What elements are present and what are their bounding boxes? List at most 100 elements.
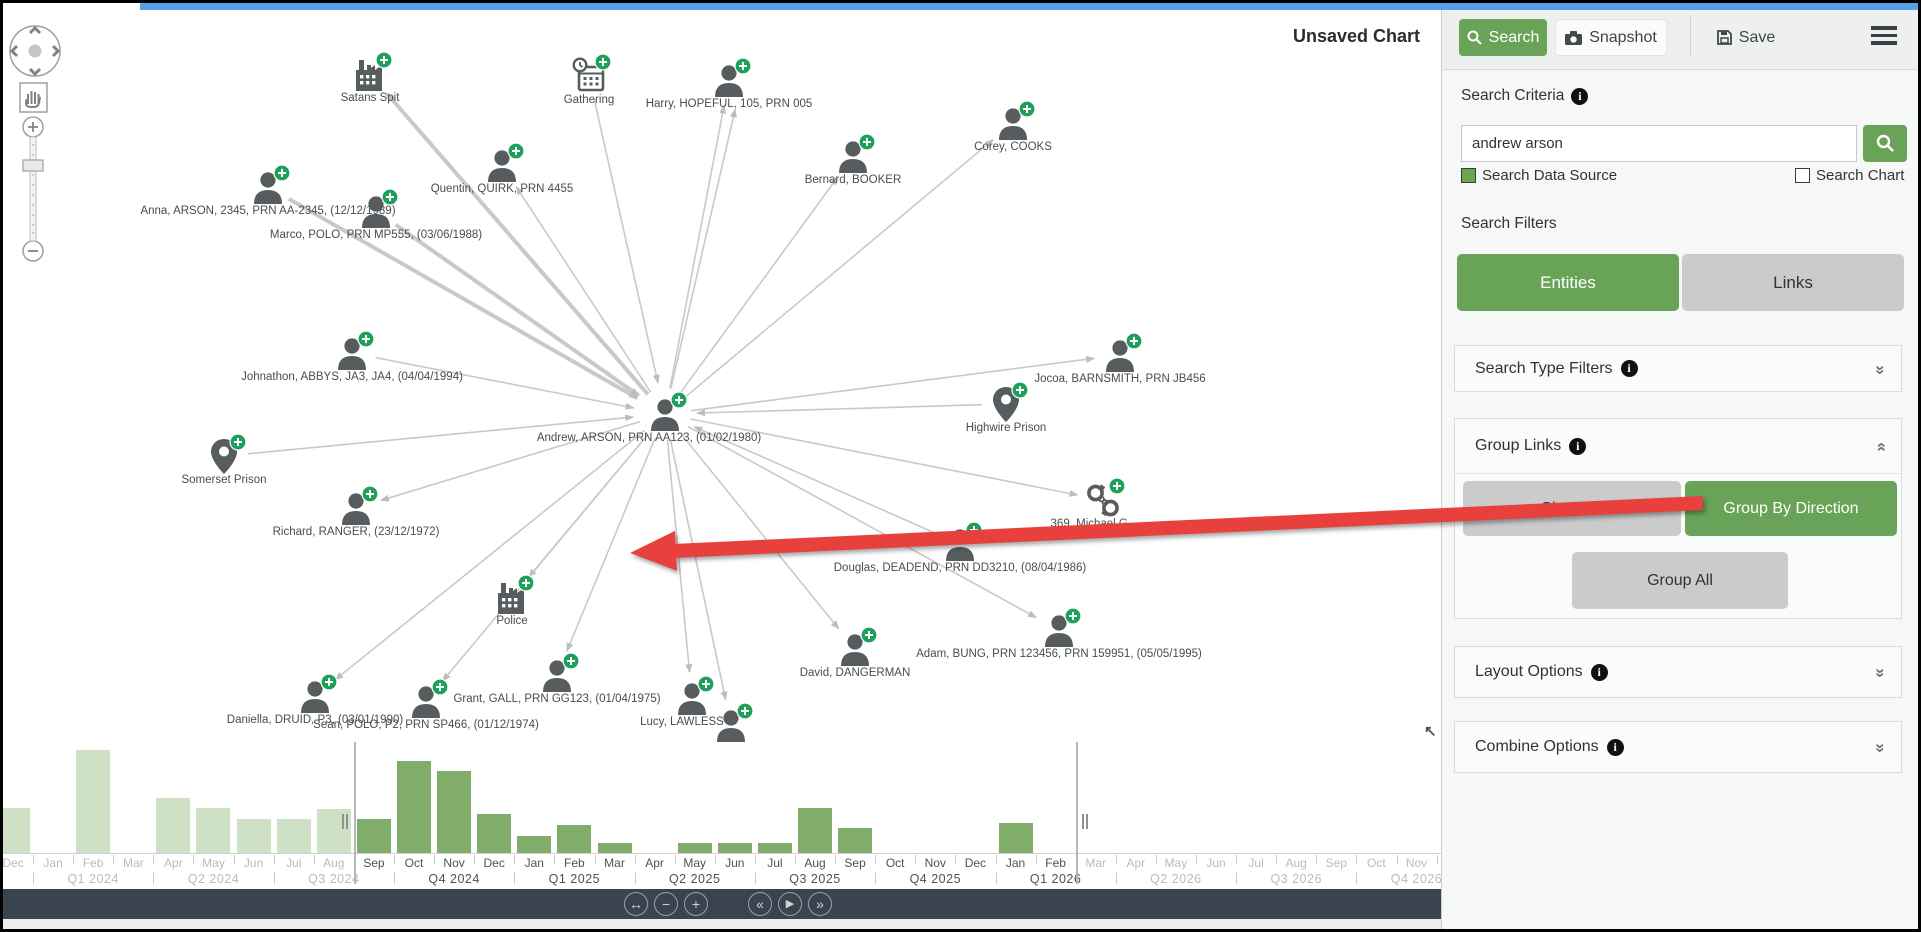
- timeline-bar[interactable]: [437, 771, 472, 853]
- timeline-bar[interactable]: [998, 823, 1033, 853]
- compass-center-dot[interactable]: [28, 44, 42, 58]
- node-highwire[interactable]: Highwire Prison: [966, 381, 1047, 434]
- timeline-bar[interactable]: [316, 809, 351, 853]
- hand-pan-button[interactable]: [19, 82, 48, 113]
- node-corey[interactable]: Corey, COOKS: [974, 100, 1052, 153]
- play-button[interactable]: ▶: [778, 892, 802, 916]
- skip-back-button[interactable]: «: [748, 892, 772, 916]
- search-chart-checkbox[interactable]: [1795, 168, 1810, 183]
- node-police[interactable]: Police: [496, 574, 535, 627]
- pan-right-icon[interactable]: [51, 44, 61, 58]
- node-johnathon[interactable]: Johnathon, ABBYS, JA3, JA4, (04/04/1994): [241, 330, 463, 383]
- node-quentin[interactable]: Quentin, QUIRK, PRN 4455: [431, 142, 574, 195]
- node-marco[interactable]: Marco, POLO, PRN MP555, (03/06/1988): [270, 188, 482, 241]
- node-anna[interactable]: Anna, ARSON, 2345, PRN AA-2345, (12/12/1…: [140, 164, 396, 217]
- combine-options-title: Combine Options i: [1475, 722, 1624, 772]
- quarter-tick: [875, 872, 877, 884]
- expand-chevron-icon[interactable]: »: [1871, 743, 1891, 753]
- node-grant[interactable]: Grant, GALL, PRN GG123, (01/04/1975): [453, 652, 661, 705]
- node-andrew[interactable]: Andrew, ARSON, PRN AA123, (01/02/1980): [537, 391, 762, 444]
- node-sean[interactable]: Sean, POLO, P2, PRN SP466, (01/12/1974): [313, 678, 539, 731]
- timeline-bar[interactable]: [517, 836, 552, 853]
- search-button[interactable]: Search: [1459, 19, 1547, 56]
- info-icon[interactable]: i: [1590, 663, 1608, 681]
- timeline-range-handle[interactable]: [1082, 814, 1090, 829]
- timeline-bar[interactable]: [276, 819, 311, 853]
- pan-compass[interactable]: [8, 24, 62, 78]
- links-filter-button[interactable]: Links: [1682, 254, 1904, 311]
- info-icon[interactable]: i: [1569, 437, 1587, 455]
- timeline-bar[interactable]: [76, 750, 111, 853]
- timeline-range-handle[interactable]: [342, 814, 350, 829]
- added-badge-icon: [1064, 607, 1082, 625]
- node-daniella[interactable]: Daniella, DRUID, P3, (03/01/1990): [227, 673, 404, 726]
- skip-forward-button[interactable]: »: [808, 892, 832, 916]
- timeline-bar[interactable]: [677, 843, 712, 853]
- timeline-bar[interactable]: [717, 843, 752, 853]
- month-tick: [1236, 855, 1238, 864]
- pan-down-icon[interactable]: [28, 67, 42, 77]
- timeline-bar[interactable]: [798, 808, 832, 853]
- timeline-bar[interactable]: [757, 843, 792, 853]
- node-adam[interactable]: Adam, BUNG, PRN 123456, PRN 159951, (05/…: [916, 607, 1202, 660]
- node-satans[interactable]: Satans Spit: [341, 51, 401, 104]
- timeline-range-divider[interactable]: [354, 742, 356, 884]
- search-criteria-input[interactable]: [1461, 125, 1857, 162]
- collapse-timeline-icon[interactable]: ↖: [1424, 723, 1437, 740]
- timeline-histogram[interactable]: Dec Jan Feb Mar Apr May Jun Jul Aug Sep Oct Nov Dec J…: [3, 742, 1441, 889]
- added-badge-icon: [1011, 381, 1029, 399]
- node-harry[interactable]: Harry, HOPEFUL, 105, PRN 005: [646, 57, 813, 110]
- expand-chevron-icon[interactable]: »: [1871, 668, 1891, 678]
- info-icon[interactable]: i: [1620, 360, 1638, 377]
- expand-chevron-icon[interactable]: »: [1871, 364, 1891, 375]
- fit-range-button[interactable]: ↔: [624, 892, 648, 916]
- node-somerset[interactable]: Somerset Prison: [181, 433, 267, 486]
- timeline-bar[interactable]: [396, 761, 431, 853]
- pan-left-icon[interactable]: [9, 44, 19, 58]
- timeline-bar[interactable]: [477, 814, 512, 853]
- search-type-filters-section[interactable]: Search Type Filters i »: [1454, 345, 1902, 392]
- zoom-in-button[interactable]: +: [684, 892, 708, 916]
- timeline-bar[interactable]: [356, 819, 391, 853]
- node-david[interactable]: David, DANGERMAN: [800, 626, 911, 679]
- timeline-bar[interactable]: [156, 798, 191, 853]
- node-label-richard: Richard, RANGER, (23/12/1972): [273, 526, 440, 538]
- group-links-header[interactable]: Group Links i »: [1455, 419, 1901, 474]
- layout-options-section[interactable]: Layout Options i »: [1454, 646, 1902, 698]
- timeline-bar[interactable]: [597, 843, 632, 853]
- timeline-range-divider[interactable]: [1076, 742, 1078, 884]
- search-data-source-checkbox[interactable]: [1461, 168, 1476, 183]
- group-by-direction-button[interactable]: Group By Direction: [1685, 481, 1897, 536]
- month-tick: [393, 855, 395, 864]
- run-search-button[interactable]: [1863, 125, 1907, 162]
- zoom-out-button[interactable]: −: [654, 892, 678, 916]
- node-lucy[interactable]: Lucy, LAWLESS: [640, 675, 724, 728]
- node-lucy2[interactable]: [717, 702, 754, 742]
- snapshot-button[interactable]: Snapshot: [1555, 19, 1667, 56]
- info-icon[interactable]: i: [1571, 87, 1589, 105]
- timeline-bar[interactable]: [236, 819, 271, 853]
- timeline-bar[interactable]: [3, 808, 30, 853]
- menu-button[interactable]: [1871, 26, 1897, 46]
- show-all-button[interactable]: Show All: [1463, 481, 1681, 536]
- node-label-gathering: Gathering: [564, 94, 615, 106]
- node-richard[interactable]: Richard, RANGER, (23/12/1972): [273, 485, 440, 538]
- zoom-slider[interactable]: [22, 115, 46, 265]
- timeline-bar[interactable]: [196, 808, 231, 853]
- timeline-bar[interactable]: [838, 828, 873, 853]
- timeline-month-label: Sep: [1325, 856, 1347, 870]
- entities-filter-button[interactable]: Entities: [1457, 254, 1679, 311]
- collapse-chevron-icon[interactable]: »: [1870, 442, 1890, 452]
- added-badge-icon: [670, 391, 688, 409]
- node-gathering[interactable]: Gathering: [564, 53, 615, 106]
- node-bernard[interactable]: Bernard, BOOKER: [805, 133, 902, 186]
- timeline-bar[interactable]: [557, 825, 592, 853]
- save-button[interactable]: Save: [1704, 19, 1788, 56]
- zoom-slider-handle[interactable]: [22, 159, 44, 172]
- node-jocoa[interactable]: Jocoa, BARNSMITH, PRN JB456: [1034, 332, 1206, 385]
- group-all-button[interactable]: Group All: [1572, 552, 1788, 609]
- combine-options-section[interactable]: Combine Options i »: [1454, 721, 1902, 773]
- info-icon[interactable]: i: [1606, 738, 1624, 756]
- pan-up-icon[interactable]: [28, 25, 42, 35]
